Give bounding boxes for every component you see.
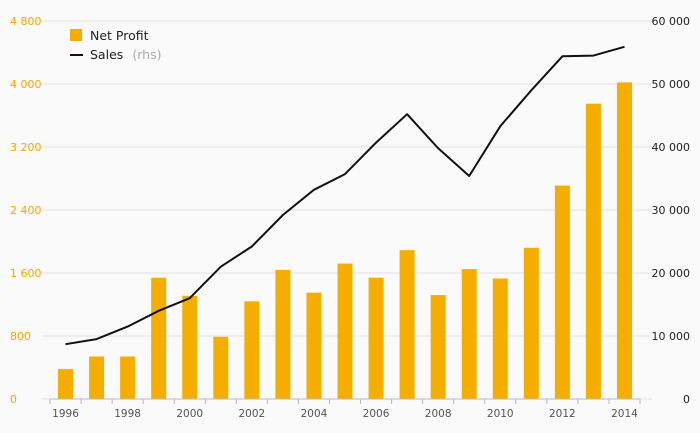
bar-net-profit	[306, 292, 322, 399]
legend: Net Profit Sales (rhs)	[70, 28, 161, 63]
bar-net-profit	[430, 295, 446, 399]
bar-net-profit	[368, 277, 384, 399]
left-tick-label: 0	[10, 393, 17, 406]
sales-line-layer	[65, 45, 625, 346]
legend-label-sales-name: Sales	[90, 47, 123, 62]
net-profit-bars	[58, 82, 632, 400]
legend-label-sales-suffix: (rhs)	[132, 47, 161, 62]
bar-net-profit	[461, 269, 477, 399]
right-tick-label: 60 000	[652, 15, 691, 28]
bar-net-profit	[585, 103, 601, 399]
bar-net-profit	[554, 185, 570, 399]
x-axis: 1996 1998 2000 2002 2004 2006 2008 2010 2012 2014	[49, 398, 641, 420]
right-tick-label: 20 000	[652, 267, 691, 280]
bar-net-profit	[523, 247, 539, 399]
left-tick-label: 4 800	[10, 15, 42, 28]
x-tick-label: 2002	[238, 408, 265, 420]
x-tick-label: 2006	[363, 408, 390, 420]
bar-net-profit	[492, 278, 508, 399]
legend-label-sales: Sales (rhs)	[90, 44, 161, 63]
bar-net-profit	[58, 369, 74, 399]
bar-net-profit	[337, 263, 353, 399]
left-tick-label: 1 600	[10, 267, 42, 280]
bar-net-profit	[89, 356, 105, 399]
bar-net-profit	[399, 250, 415, 399]
sales-line	[65, 45, 625, 346]
bar-net-profit	[182, 295, 198, 399]
x-tick-label: 2014	[611, 408, 638, 420]
right-tick-label: 30 000	[652, 204, 691, 217]
bar-net-profit	[616, 82, 632, 400]
bar-net-profit	[275, 269, 291, 399]
legend-label-net-profit: Net Profit	[90, 28, 149, 43]
left-tick-label: 800	[10, 330, 31, 343]
legend-swatch-net-profit	[70, 29, 82, 41]
x-tick-label: 2012	[549, 408, 576, 420]
right-tick-label: 50 000	[652, 78, 691, 91]
x-tick-label: 2000	[176, 408, 203, 420]
bar-net-profit	[151, 277, 167, 399]
left-tick-label: 4 000	[10, 78, 42, 91]
x-tick-label: 1998	[114, 408, 141, 420]
x-tick-label: 2008	[425, 408, 452, 420]
left-y-axis: 0 800 1 600 2 400 3 200 4 000 4 800	[10, 15, 42, 406]
left-tick-label: 3 200	[10, 141, 42, 154]
bar-net-profit	[244, 301, 260, 399]
left-tick-label: 2 400	[10, 204, 42, 217]
x-tick-label: 2004	[301, 408, 328, 420]
x-tick-label: 2010	[487, 408, 514, 420]
right-tick-label: 0	[683, 393, 690, 406]
x-tick-label: 1996	[52, 408, 79, 420]
right-y-axis: 0 10 000 20 000 30 000 40 000 50 000 60 000	[652, 15, 691, 406]
right-tick-label: 40 000	[652, 141, 691, 154]
right-tick-label: 10 000	[652, 330, 691, 343]
bar-net-profit	[213, 336, 229, 399]
bar-net-profit	[120, 356, 136, 399]
